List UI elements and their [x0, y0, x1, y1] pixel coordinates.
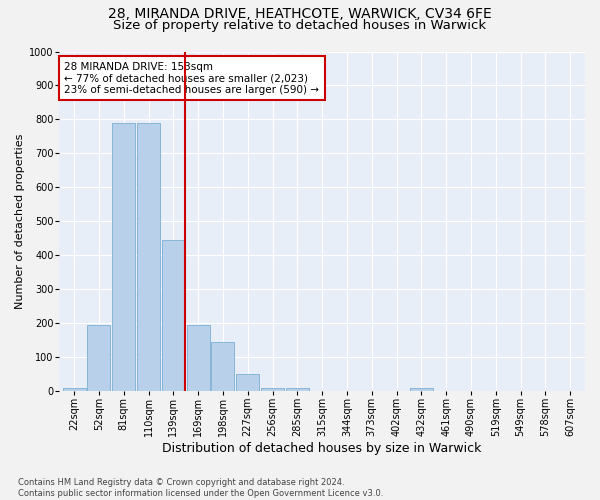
Text: 28, MIRANDA DRIVE, HEATHCOTE, WARWICK, CV34 6FE: 28, MIRANDA DRIVE, HEATHCOTE, WARWICK, C…: [108, 8, 492, 22]
Bar: [211, 342, 235, 392]
Text: 28 MIRANDA DRIVE: 153sqm
← 77% of detached houses are smaller (2,023)
23% of sem: 28 MIRANDA DRIVE: 153sqm ← 77% of detach…: [64, 62, 319, 95]
Bar: [286, 388, 309, 392]
Bar: [236, 374, 259, 392]
X-axis label: Distribution of detached houses by size in Warwick: Distribution of detached houses by size …: [163, 442, 482, 455]
Bar: [410, 388, 433, 392]
Bar: [112, 123, 135, 392]
Bar: [88, 325, 110, 392]
Bar: [261, 388, 284, 392]
Text: Contains HM Land Registry data © Crown copyright and database right 2024.
Contai: Contains HM Land Registry data © Crown c…: [18, 478, 383, 498]
Bar: [187, 325, 209, 392]
Bar: [62, 388, 86, 392]
Bar: [137, 123, 160, 392]
Y-axis label: Number of detached properties: Number of detached properties: [15, 134, 25, 309]
Text: Size of property relative to detached houses in Warwick: Size of property relative to detached ho…: [113, 18, 487, 32]
Bar: [162, 240, 185, 392]
